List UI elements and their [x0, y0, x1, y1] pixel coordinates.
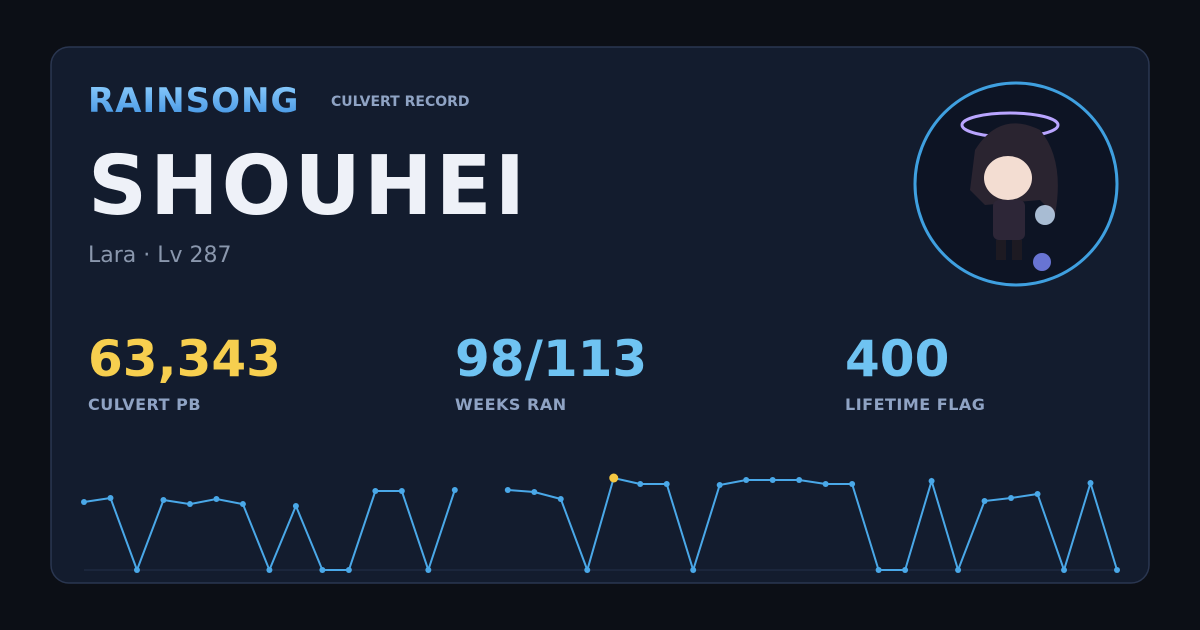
sparkline-point [213, 495, 220, 502]
sparkline-point [531, 489, 538, 496]
sparkle [1033, 253, 1051, 271]
sparkline-point [1087, 480, 1094, 487]
sparkline-point [1114, 567, 1120, 573]
sparkline-point [372, 487, 379, 494]
sparkline-point [398, 487, 405, 494]
sparkline-point [504, 486, 511, 493]
sparkline-point [557, 495, 564, 502]
sparkline-point [955, 567, 962, 573]
sparkline-point [1061, 567, 1068, 573]
stats: 63,343 CULVERT PB 98/113 WEEKS RAN 400 LIFETI… [88, 330, 985, 414]
sparkline-point [849, 481, 856, 488]
sparkline-point [345, 567, 352, 573]
stat-value: 98/113 [455, 330, 647, 388]
body [993, 200, 1025, 240]
sparkline-point [81, 499, 87, 506]
sparkle [1035, 205, 1055, 225]
sparkline-point [1034, 491, 1041, 498]
sparkline-point [319, 567, 326, 573]
sparkline-point [160, 496, 167, 503]
sparkline-point [875, 567, 882, 573]
sparkline-point [186, 501, 193, 508]
sparkline-point [637, 481, 644, 488]
sparkline-point [663, 481, 670, 488]
sparkline-best-point [609, 473, 619, 483]
sparkline-point [796, 476, 803, 483]
player-details: Lara · Lv 287 [88, 243, 232, 268]
stat-label: CULVERT PB [88, 395, 201, 414]
sparkline-point [425, 567, 432, 573]
sparkline-point [902, 567, 909, 573]
sparkline-point [1008, 494, 1015, 501]
player-name: SHOUHEI [88, 139, 528, 234]
avatar-figure [960, 111, 1060, 271]
face [984, 156, 1032, 200]
leg [996, 240, 1006, 260]
sparkline-point [928, 477, 935, 484]
avatar [913, 81, 1119, 287]
stat-label: WEEKS RAN [455, 395, 567, 414]
sparkline-point [769, 476, 776, 483]
sparkline-point [239, 501, 246, 508]
sparkline-point [716, 482, 723, 489]
sparkline-point [451, 486, 458, 493]
stat-value: 400 [845, 330, 949, 388]
sparkline-point [266, 567, 273, 573]
sparkline-point [690, 567, 697, 573]
brand: RAINSONG [88, 81, 299, 121]
sparkline-point [292, 502, 299, 509]
sparkline-point [133, 567, 140, 573]
sparkline-point [981, 498, 988, 505]
card [50, 46, 1150, 584]
leg [1012, 240, 1022, 260]
sparkline-point [743, 476, 750, 483]
stat-value: 63,343 [88, 330, 281, 388]
sparkline-point [107, 494, 114, 501]
sparkline-point [822, 481, 829, 488]
stat-label: LIFETIME FLAG [845, 395, 985, 414]
sparkline-point [584, 567, 591, 573]
subtitle: CULVERT RECORD [331, 94, 470, 110]
sparkline [81, 473, 1120, 574]
